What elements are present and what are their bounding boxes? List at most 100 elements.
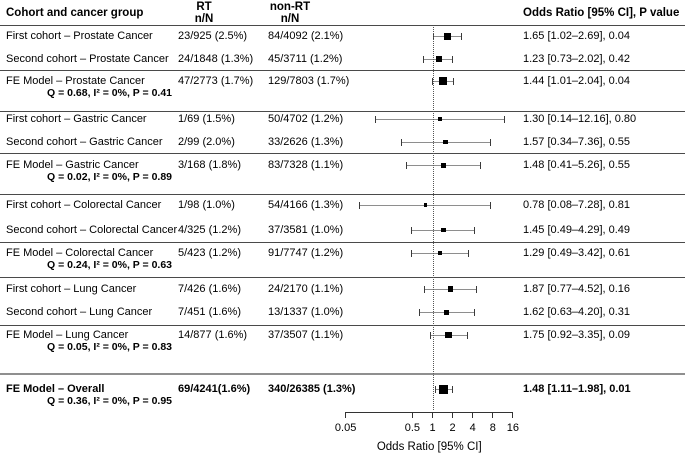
x-axis-tick-label: 8	[489, 422, 496, 434]
row-rt-value: 23/925 (2.5%)	[178, 30, 248, 42]
x-axis-tick	[345, 412, 347, 418]
row-rt-value: 1/98 (1.0%)	[178, 199, 235, 211]
row-odds-ratio-text: 1.48 [1.11–1.98], 0.01	[523, 383, 631, 395]
separator-line	[0, 242, 685, 243]
x-axis-tick-label: 16	[506, 422, 520, 434]
row-heterogeneity-stats: Q = 0.05, I² = 0%, P = 0.83	[47, 340, 173, 353]
separator-line	[0, 277, 685, 278]
row-rt-value: 1/69 (1.5%)	[178, 113, 235, 125]
row-label: FE Model – Prostate Cancer	[6, 75, 145, 87]
column-header-rt-line1: RT	[196, 1, 212, 13]
ci-cap-left	[411, 249, 413, 257]
x-axis-tick	[492, 412, 494, 418]
row-label: First cohort – Gastric Cancer	[6, 113, 147, 125]
column-header-nonrt-line1: non-RT	[269, 1, 311, 13]
ci-cap-right	[504, 115, 506, 123]
row-nonrt-value: 83/7328 (1.1%)	[268, 159, 344, 171]
ci-cap-right	[473, 308, 475, 316]
row-odds-ratio-text: 1.62 [0.63–4.20], 0.31	[523, 306, 631, 318]
row-label: Second cohort – Prostate Cancer	[6, 53, 169, 65]
row-label: First cohort – Lung Cancer	[6, 283, 137, 295]
point-estimate-marker	[443, 139, 448, 145]
row-nonrt-value: 84/4092 (2.1%)	[268, 30, 344, 42]
ci-cap-right	[451, 385, 453, 393]
point-estimate-marker	[423, 203, 428, 207]
column-header-odds-ratio: Odds Ratio [95% CI], P value	[523, 7, 680, 19]
point-estimate-marker	[447, 286, 454, 292]
row-nonrt-value: 340/26385 (1.3%)	[268, 383, 356, 395]
ci-cap-right	[467, 249, 469, 257]
row-label: Second cohort – Colorectal Cancer	[6, 224, 178, 236]
ci-cap-right	[475, 285, 477, 293]
row-nonrt-value: 54/4166 (1.3%)	[268, 199, 344, 211]
column-header-rt: RT n/N	[195, 1, 214, 25]
ci-cap-right	[452, 55, 454, 63]
row-odds-ratio-text: 1.57 [0.34–7.36], 0.55	[523, 136, 631, 148]
ci-cap-left	[400, 138, 402, 146]
ci-cap-right	[489, 138, 491, 146]
row-odds-ratio-text: 1.87 [0.77–4.52], 0.16	[523, 283, 631, 295]
ci-cap-right	[467, 331, 469, 339]
row-rt-value: 3/168 (1.8%)	[178, 159, 241, 171]
reference-line	[432, 27, 434, 410]
point-estimate-marker	[441, 162, 447, 168]
row-nonrt-value: 50/4702 (1.2%)	[268, 113, 344, 125]
column-header-cohort: Cohort and cancer group	[6, 7, 144, 19]
point-estimate-marker	[441, 227, 446, 233]
row-rt-value: 69/4241(1.6%)	[178, 383, 251, 395]
point-estimate-marker	[443, 32, 451, 40]
separator-line	[0, 70, 685, 71]
row-rt-value: 7/451 (1.6%)	[178, 306, 241, 318]
row-heterogeneity-stats: Q = 0.02, I² = 0%, P = 0.89	[47, 170, 173, 183]
row-heterogeneity-stats: Q = 0.36, I² = 0%, P = 0.95	[47, 394, 173, 407]
row-rt-value: 24/1848 (1.3%)	[178, 53, 254, 65]
ci-cap-left	[374, 115, 376, 123]
ci-cap-left	[429, 331, 431, 339]
point-estimate-marker	[437, 250, 443, 256]
ci-cap-right	[480, 161, 482, 169]
x-axis-tick	[452, 412, 454, 418]
x-axis-tick	[411, 412, 413, 418]
x-axis-tick	[512, 412, 514, 418]
ci-cap-left	[424, 285, 426, 293]
row-nonrt-value: 129/7803 (1.7%)	[268, 75, 350, 87]
ci-cap-right	[474, 226, 476, 234]
row-label: FE Model – Lung Cancer	[6, 329, 129, 341]
row-odds-ratio-text: 1.29 [0.49–3.42], 0.61	[523, 247, 631, 259]
row-odds-ratio-text: 1.75 [0.92–3.35], 0.09	[523, 329, 631, 341]
row-nonrt-value: 33/2626 (1.3%)	[268, 136, 344, 148]
row-nonrt-value: 13/1337 (1.0%)	[268, 306, 344, 318]
x-axis-tick-label: 1	[429, 422, 436, 434]
ci-cap-left	[418, 308, 420, 316]
row-label: FE Model – Colorectal Cancer	[6, 247, 154, 259]
ci-cap-left	[411, 226, 413, 234]
x-axis-tick	[432, 412, 433, 418]
row-heterogeneity-stats: Q = 0.24, I² = 0%, P = 0.63	[47, 258, 173, 271]
x-axis-line	[345, 412, 513, 413]
separator-line	[0, 25, 685, 26]
row-nonrt-value: 37/3581 (1.0%)	[268, 224, 344, 236]
ci-cap-left	[406, 161, 408, 169]
x-axis-tick-label: 2	[449, 422, 456, 434]
point-estimate-marker	[439, 384, 449, 394]
row-odds-ratio-text: 1.48 [0.41–5.26], 0.55	[523, 159, 631, 171]
ci-cap-right	[460, 32, 462, 40]
row-nonrt-value: 91/7747 (1.2%)	[268, 247, 344, 259]
column-header-nonrt-line2: n/N	[280, 12, 300, 25]
row-odds-ratio-text: 1.23 [0.73–2.02], 0.42	[523, 53, 631, 65]
row-odds-ratio-text: 1.44 [1.01–2.04], 0.04	[523, 75, 631, 87]
ci-cap-right	[452, 77, 454, 85]
x-axis-tick-label: 4	[469, 422, 476, 434]
point-estimate-marker	[443, 309, 449, 315]
row-rt-value: 7/426 (1.6%)	[178, 283, 241, 295]
row-nonrt-value: 45/3711 (1.2%)	[268, 53, 343, 65]
row-label: Second cohort – Gastric Cancer	[6, 136, 163, 148]
row-odds-ratio-text: 1.65 [1.02–2.69], 0.04	[523, 30, 631, 42]
point-estimate-marker	[439, 77, 448, 85]
separator-line	[0, 194, 685, 195]
ci-cap-right	[489, 201, 491, 209]
row-rt-value: 4/325 (1.2%)	[178, 224, 241, 236]
column-header-nonrt: non-RT n/N	[269, 1, 311, 25]
point-estimate-marker	[438, 117, 443, 121]
